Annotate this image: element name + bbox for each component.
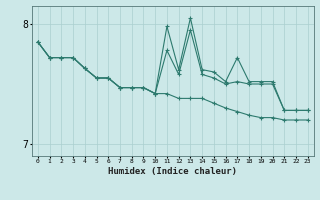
X-axis label: Humidex (Indice chaleur): Humidex (Indice chaleur) [108, 167, 237, 176]
